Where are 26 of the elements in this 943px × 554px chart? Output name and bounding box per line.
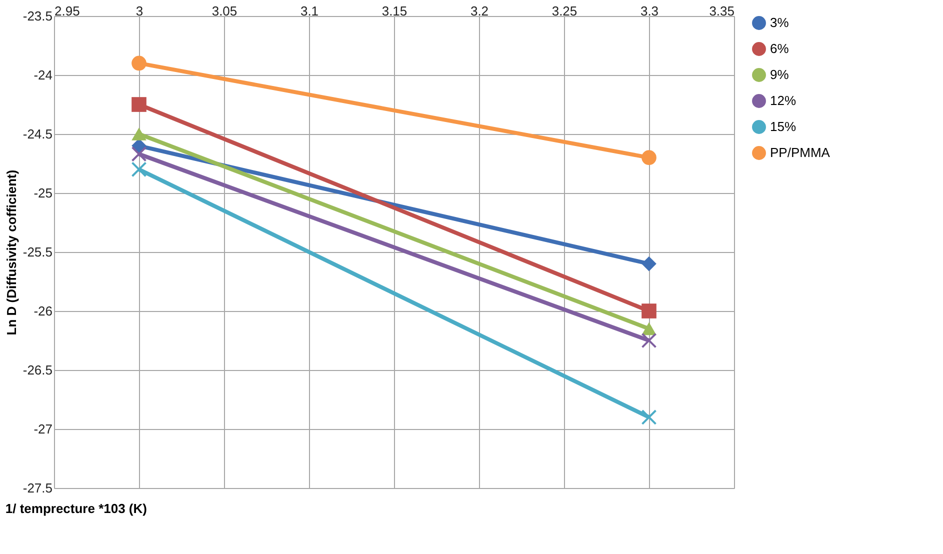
- x-axis-title: 1/ temprecture *103 (K): [5, 501, 147, 516]
- y-tick-label: -27: [34, 422, 52, 436]
- x-tick-label: 2.95: [54, 4, 80, 18]
- x-tick-label: 3.05: [212, 4, 238, 18]
- y-tick-label: -25.5: [22, 244, 52, 260]
- x-tick-label: 3.25: [552, 4, 578, 18]
- x-tick-label: 3.35: [709, 4, 734, 18]
- legend-label: 12%: [770, 93, 796, 108]
- legend-label: 9%: [770, 67, 790, 82]
- y-tick-label: -24: [34, 68, 52, 82]
- legend-label: 3%: [770, 15, 790, 30]
- y-tick-label: -27.5: [22, 480, 52, 496]
- x-tick-label: 3.3: [640, 4, 659, 18]
- x-tick-label: 3.2: [470, 4, 489, 18]
- x-tick-label: 3: [136, 4, 144, 18]
- y-axis-title: Ln D (Diffusivity cofficient): [4, 170, 19, 336]
- x-tick-label: 3.1: [300, 4, 319, 18]
- x-tick-label: 3.15: [382, 4, 408, 18]
- y-tick-label: -23.5: [22, 8, 52, 24]
- legend-label: 6%: [770, 41, 790, 56]
- y-tick-label: -24.5: [22, 126, 52, 142]
- y-tick-label: -26.5: [22, 362, 52, 378]
- legend-label: PP/PMMA: [770, 145, 830, 160]
- legend-label: 15%: [770, 119, 796, 134]
- y-tick-label: -26: [34, 304, 52, 318]
- y-tick-label: -25: [34, 186, 52, 200]
